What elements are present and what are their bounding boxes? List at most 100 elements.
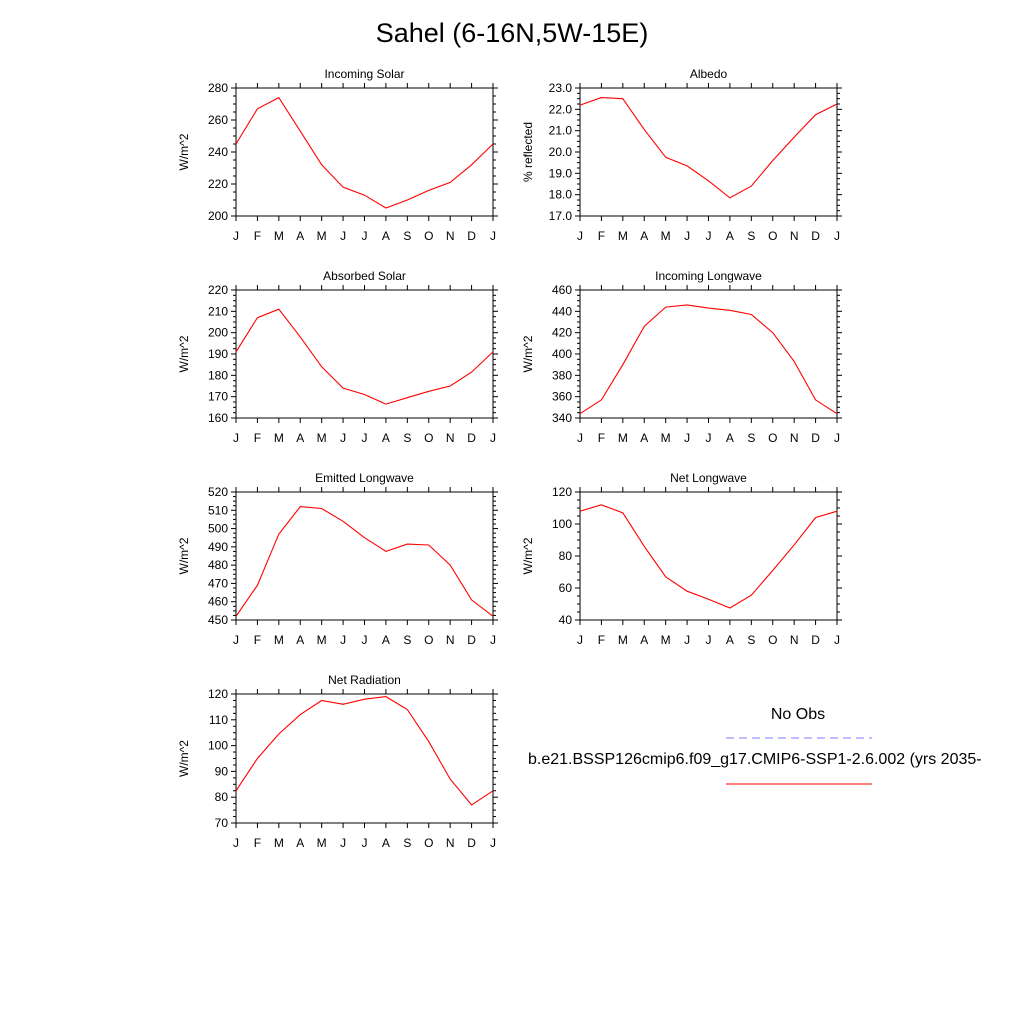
x-tick-label-a: A bbox=[382, 633, 390, 647]
y-tick-label: 360 bbox=[552, 390, 572, 404]
x-tick-label-d: D bbox=[811, 229, 820, 243]
series-line bbox=[235, 96, 494, 209]
x-tick-label-a: A bbox=[640, 229, 648, 243]
x-tick-label-f: F bbox=[598, 229, 605, 243]
y-tick-label: 21.0 bbox=[549, 124, 573, 138]
x-tick-label-j: J bbox=[834, 229, 840, 243]
y-tick-label: 490 bbox=[208, 540, 228, 554]
y-tick-label: 120 bbox=[552, 485, 572, 499]
x-tick-label-a: A bbox=[296, 836, 304, 850]
plot-frame bbox=[235, 491, 494, 621]
y-tick-label: 160 bbox=[208, 411, 228, 425]
y-tick-label: 190 bbox=[208, 347, 228, 361]
x-tick-label-n: N bbox=[790, 229, 799, 243]
y-axis-label: W/m^2 bbox=[521, 537, 535, 574]
x-tick-label-n: N bbox=[790, 431, 799, 445]
x-tick-label-j: J bbox=[577, 229, 583, 243]
y-tick-label: 510 bbox=[208, 503, 228, 517]
y-axis-label: % reflected bbox=[521, 122, 535, 182]
y-tick-label: 200 bbox=[208, 209, 228, 223]
y-tick-label: 420 bbox=[552, 326, 572, 340]
x-tick-label-n: N bbox=[790, 633, 799, 647]
x-tick-label-j: J bbox=[233, 633, 239, 647]
x-tick-label-f: F bbox=[598, 431, 605, 445]
x-tick-label-j: J bbox=[684, 633, 690, 647]
x-tick-label-o: O bbox=[768, 431, 777, 445]
x-tick-label-n: N bbox=[446, 836, 455, 850]
y-tick-label: 100 bbox=[552, 517, 572, 531]
y-tick-label: 280 bbox=[208, 81, 228, 95]
x-tick-label-d: D bbox=[467, 633, 476, 647]
x-tick-label-o: O bbox=[768, 633, 777, 647]
y-tick-label: 260 bbox=[208, 113, 228, 127]
plot-frame bbox=[579, 87, 838, 217]
x-tick-label-j: J bbox=[340, 633, 346, 647]
series-line bbox=[235, 308, 494, 405]
y-tick-label: 220 bbox=[208, 177, 228, 191]
y-tick-label: 450 bbox=[208, 613, 228, 627]
page-title: Sahel (6-16N,5W-15E) bbox=[375, 18, 649, 48]
legend bbox=[726, 737, 872, 785]
y-tick-label: 240 bbox=[208, 145, 228, 159]
y-tick-label: 220 bbox=[208, 283, 228, 297]
y-tick-label: 40 bbox=[559, 613, 573, 627]
x-tick-label-d: D bbox=[467, 431, 476, 445]
y-tick-label: 18.0 bbox=[549, 188, 573, 202]
y-axis-label: W/m^2 bbox=[177, 740, 191, 777]
y-axis-label: W/m^2 bbox=[177, 133, 191, 170]
y-tick-label: 22.0 bbox=[549, 102, 573, 116]
y-tick-label: 460 bbox=[552, 283, 572, 297]
x-tick-label-m: M bbox=[317, 431, 327, 445]
x-tick-label-m: M bbox=[274, 229, 284, 243]
x-tick-label-f: F bbox=[254, 229, 261, 243]
chart-title: Emitted Longwave bbox=[315, 471, 414, 485]
x-tick-label-s: S bbox=[403, 431, 411, 445]
legend-model-label: b.e21.BSSP126cmip6.f09_g17.CMIP6-SSP1-2.… bbox=[528, 751, 982, 768]
y-tick-label: 70 bbox=[215, 816, 229, 830]
y-tick-label: 200 bbox=[208, 326, 228, 340]
plot-frame bbox=[235, 289, 494, 419]
chart-title: Net Radiation bbox=[328, 673, 401, 687]
y-axis-label: W/m^2 bbox=[521, 335, 535, 372]
x-tick-label-j: J bbox=[233, 229, 239, 243]
x-tick-label-a: A bbox=[726, 229, 734, 243]
x-tick-label-m: M bbox=[661, 633, 671, 647]
x-tick-label-j: J bbox=[340, 431, 346, 445]
x-tick-label-m: M bbox=[274, 633, 284, 647]
x-tick-label-n: N bbox=[446, 633, 455, 647]
legend-obs-label: No Obs bbox=[770, 706, 826, 723]
x-tick-label-d: D bbox=[467, 229, 476, 243]
x-tick-label-a: A bbox=[382, 431, 390, 445]
x-tick-label-o: O bbox=[424, 229, 433, 243]
x-tick-label-j: J bbox=[362, 633, 368, 647]
chart-title: Net Longwave bbox=[670, 471, 747, 485]
x-tick-label-s: S bbox=[403, 229, 411, 243]
x-tick-label-j: J bbox=[233, 836, 239, 850]
y-tick-label: 20.0 bbox=[549, 145, 573, 159]
chart-title: Albedo bbox=[690, 67, 728, 81]
x-tick-label-o: O bbox=[768, 229, 777, 243]
x-tick-label-j: J bbox=[706, 431, 712, 445]
y-tick-label: 470 bbox=[208, 576, 228, 590]
y-tick-label: 120 bbox=[208, 687, 228, 701]
y-tick-label: 90 bbox=[215, 764, 229, 778]
x-tick-label-j: J bbox=[577, 633, 583, 647]
x-tick-label-j: J bbox=[362, 229, 368, 243]
panel-emitted-longwave: Emitted Longwave 450 460 470 480 490 500 510 520… bbox=[177, 471, 498, 647]
y-tick-label: 19.0 bbox=[549, 166, 573, 180]
x-tick-label-f: F bbox=[598, 633, 605, 647]
y-tick-label: 170 bbox=[208, 390, 228, 404]
y-tick-label: 500 bbox=[208, 522, 228, 536]
y-tick-label: 180 bbox=[208, 368, 228, 382]
x-tick-label-j: J bbox=[834, 633, 840, 647]
x-tick-label-s: S bbox=[403, 836, 411, 850]
x-tick-label-j: J bbox=[706, 229, 712, 243]
y-tick-label: 60 bbox=[559, 581, 573, 595]
series-line bbox=[235, 506, 494, 617]
x-tick-label-m: M bbox=[317, 229, 327, 243]
